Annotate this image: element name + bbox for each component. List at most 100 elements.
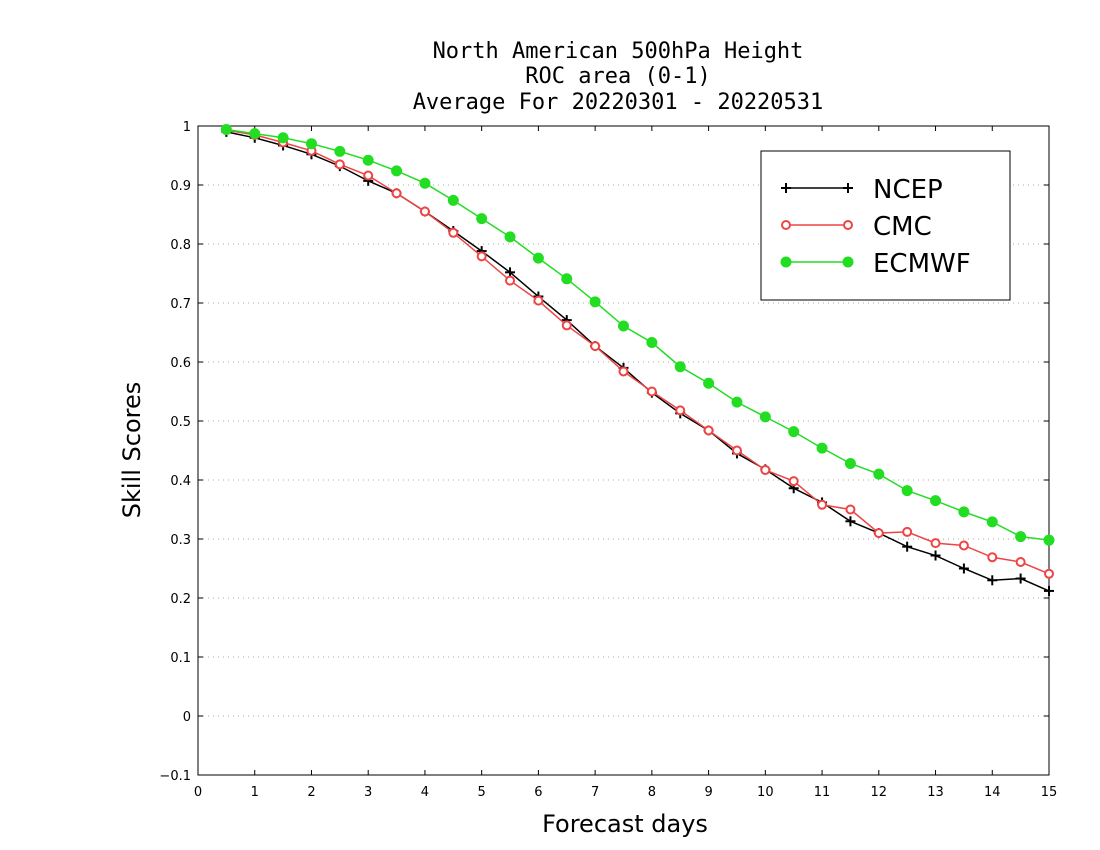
data-point-cmc: [590, 341, 601, 352]
data-point-ecmwf: [362, 154, 374, 166]
data-point-cmc: [703, 425, 714, 436]
chart-title-line-3: Average For 20220301 - 20220531: [413, 90, 824, 115]
data-point-cmc: [363, 170, 374, 181]
data-point-cmc: [419, 206, 430, 217]
legend-marker: [843, 183, 853, 193]
y-tick-label: −0.1: [159, 769, 191, 784]
data-point-ecmwf: [646, 337, 658, 349]
plot-area-frame: [197, 125, 1050, 776]
data-point-ecmwf: [504, 231, 516, 243]
x-tick-label: 11: [814, 785, 831, 800]
data-point-ncep: [1015, 573, 1026, 584]
y-tick-label: 0.1: [170, 651, 191, 666]
series-layer: [220, 124, 1055, 596]
data-point-ecmwf: [930, 495, 942, 507]
data-point-cmc: [788, 476, 799, 487]
data-point-cmc: [902, 526, 913, 537]
legend-marker: [843, 220, 853, 230]
data-point-ncep: [902, 541, 913, 552]
x-tick-label: 0: [194, 785, 202, 800]
data-point-ecmwf: [391, 165, 403, 177]
legend-item-ncep: NCEP: [781, 175, 943, 205]
y-tick-label: 0.7: [170, 297, 191, 312]
y-tick-label: 0.8: [170, 238, 191, 253]
data-point-cmc: [760, 464, 771, 475]
data-point-ecmwf: [334, 145, 346, 157]
x-tick-label: 15: [1041, 785, 1058, 800]
x-tick-label: 3: [364, 785, 372, 800]
data-point-cmc: [533, 295, 544, 306]
data-point-ecmwf: [873, 468, 885, 480]
series-line-ncep: [226, 131, 1050, 592]
data-point-ecmwf: [277, 132, 289, 144]
series-ecmwf: [220, 124, 1055, 546]
data-point-ecmwf: [958, 506, 970, 518]
x-axis-label: Forecast days: [542, 810, 708, 838]
y-tick-label: 1: [183, 120, 191, 135]
x-tick-label: 13: [927, 785, 944, 800]
data-point-cmc: [1044, 568, 1054, 579]
data-point-ecmwf: [561, 273, 573, 285]
data-point-ecmwf: [816, 442, 828, 454]
x-tick-label: 5: [478, 785, 486, 800]
data-point-cmc: [476, 251, 487, 262]
y-tick-label: 0.2: [170, 592, 191, 607]
data-point-cmc: [561, 320, 572, 331]
data-point-cmc: [873, 528, 884, 539]
data-point-ecmwf: [703, 377, 715, 389]
x-tick-label: 2: [307, 785, 315, 800]
legend-marker: [781, 220, 791, 230]
data-point-ecmwf: [759, 411, 771, 423]
data-point-ecmwf: [305, 138, 317, 150]
data-point-ecmwf: [618, 320, 629, 332]
data-point-ecmwf: [419, 177, 431, 189]
x-tick-label: 8: [648, 785, 656, 800]
data-point-ecmwf: [788, 426, 800, 438]
y-tick-label: 0.6: [170, 356, 191, 371]
data-point-cmc: [1015, 557, 1026, 568]
y-tick-label: 0.4: [170, 474, 191, 489]
data-point-cmc: [391, 188, 402, 199]
legend-label: NCEP: [873, 175, 943, 205]
data-point-ecmwf: [1015, 531, 1027, 543]
legend-item-ecmwf: ECMWF: [780, 249, 971, 279]
x-tick-label: 7: [591, 785, 599, 800]
x-tick-label: 12: [871, 785, 888, 800]
legend-box: [760, 150, 1011, 301]
y-axis: −0.1 0 0.1 0.2 0.3 0.4 0.5 0.6 0.7 0.8 0.9 1: [159, 120, 1049, 784]
data-point-cmc: [618, 366, 629, 377]
data-point-ecmwf: [844, 457, 856, 469]
data-point-ecmwf: [1043, 534, 1055, 546]
legend-marker: [781, 183, 791, 193]
data-point-ecmwf: [532, 252, 544, 264]
data-point-cmc: [845, 504, 856, 515]
x-axis: 0 1 2 3 4 5 6 7 8 9 10 11 12 13 14 15: [194, 126, 1057, 800]
y-axis-label: Skill Scores: [118, 382, 146, 519]
x-tick-label: 6: [534, 785, 542, 800]
data-point-cmc: [448, 227, 459, 238]
x-tick-label: 10: [757, 785, 774, 800]
legend-marker: [842, 256, 854, 268]
y-tick-label: 0.9: [170, 179, 191, 194]
y-tick-label: 0: [183, 710, 191, 725]
data-point-ecmwf: [901, 485, 913, 497]
data-point-cmc: [505, 275, 516, 286]
data-point-cmc: [958, 540, 969, 551]
data-point-ncep: [1044, 585, 1054, 596]
gridlines: [198, 184, 1049, 717]
data-point-ecmwf: [731, 396, 743, 408]
data-point-ecmwf: [589, 296, 601, 308]
series-line-cmc: [226, 129, 1050, 575]
x-tick-label: 1: [251, 785, 259, 800]
chart-title-group: North American 500hPa Height ROC area (0…: [413, 39, 824, 115]
y-tick-label: 0.5: [170, 415, 191, 430]
data-point-ncep: [958, 563, 969, 574]
data-point-ecmwf: [476, 213, 488, 225]
data-point-cmc: [987, 552, 998, 563]
legend-item-cmc: CMC: [781, 212, 932, 242]
x-tick-label: 9: [704, 785, 712, 800]
chart-title-line-1: North American 500hPa Height: [433, 39, 804, 64]
x-tick-label: 4: [421, 785, 429, 800]
series-cmc: [221, 125, 1054, 579]
